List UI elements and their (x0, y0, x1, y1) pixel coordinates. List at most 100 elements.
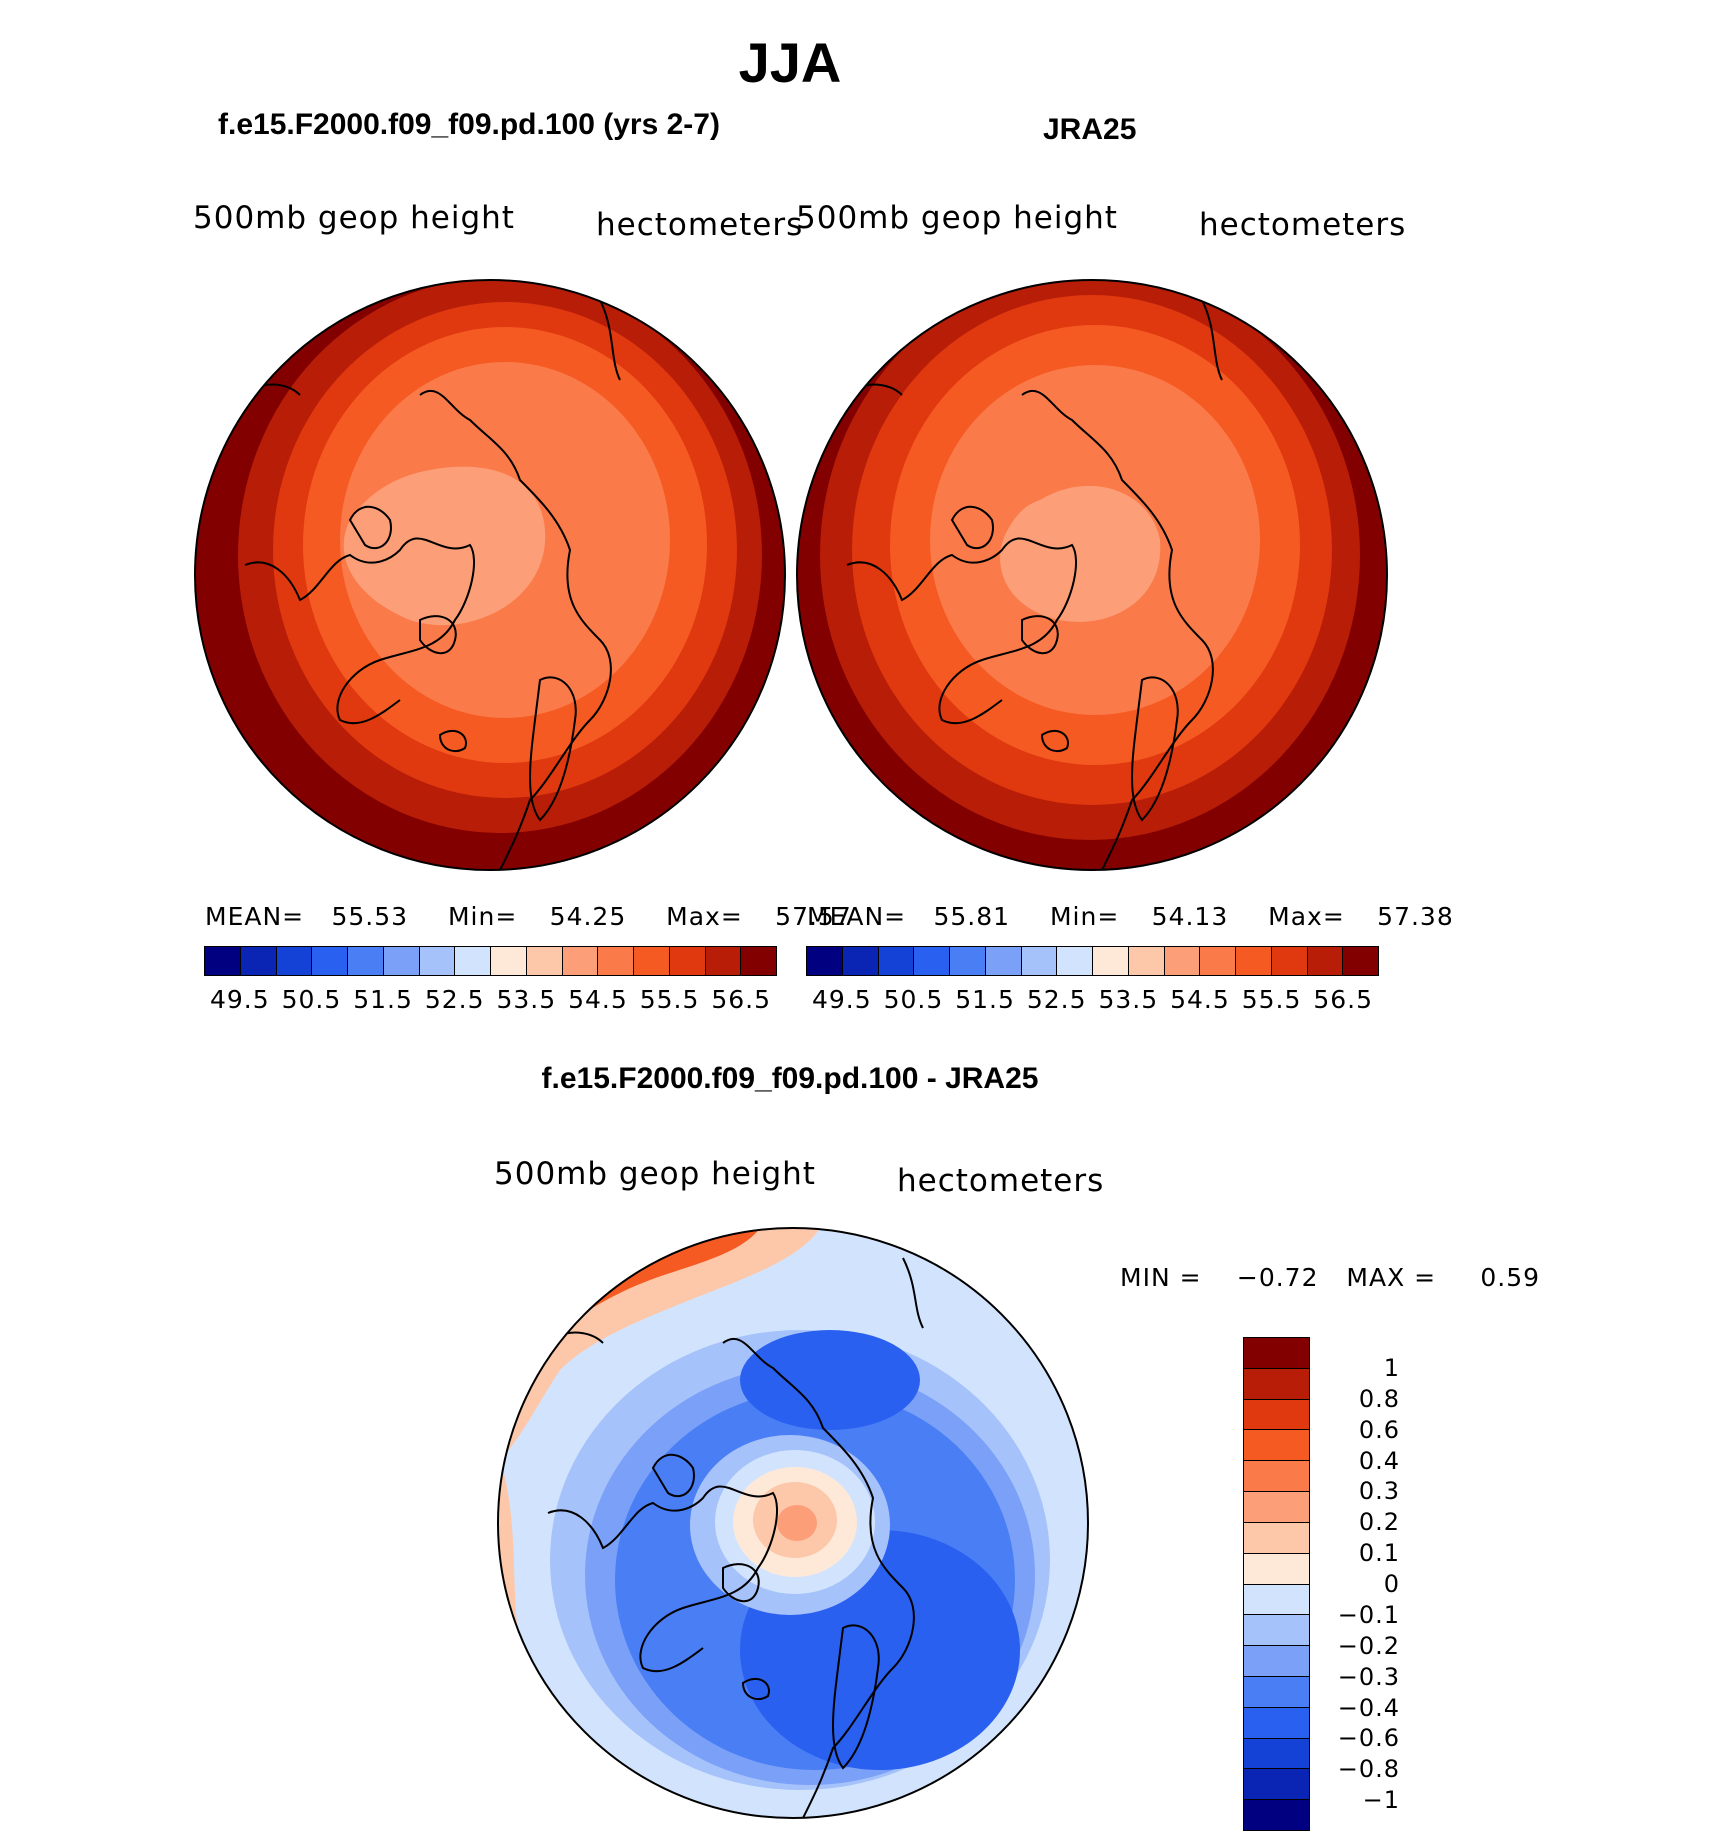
colorbar-swatch (1244, 1522, 1309, 1554)
panel-3-max-label: MAX = (1346, 1263, 1437, 1292)
colorbar-tick-label: 53.5 (1098, 985, 1159, 1014)
colorbar-swatch (1244, 1738, 1309, 1770)
colorbar-tick-label: 0.2 (1358, 1508, 1400, 1537)
colorbar-tick-label: 53.5 (496, 985, 557, 1014)
colorbar-tick-label: 51.5 (955, 985, 1015, 1014)
colorbar-swatch (526, 947, 563, 975)
colorbar-swatch (950, 947, 986, 975)
colorbar-tick-label: −0.3 (1337, 1662, 1400, 1691)
colorbar-swatch (1271, 947, 1308, 975)
colorbar-swatch (705, 947, 742, 975)
panel-2-title: JRA25 (1043, 113, 1137, 146)
colorbar-swatch (669, 947, 706, 975)
colorbar-tick-label: 1 (1383, 1353, 1400, 1382)
panel-2-variable-label: 500mb geop height (796, 200, 1118, 236)
panel-1-variable-label: 500mb geop height (193, 200, 515, 236)
colorbar-swatch (348, 947, 384, 975)
colorbar-swatch (1244, 1492, 1309, 1523)
colorbar-swatch (1244, 1707, 1309, 1739)
colorbar-panel-1 (204, 946, 777, 976)
colorbar-swatch (1244, 1368, 1309, 1400)
panel-2-max-value: 57.38 (1377, 902, 1454, 931)
panel-2-units-label: hectometers (1199, 207, 1407, 243)
panel-3-variable-label: 500mb geop height (494, 1156, 816, 1192)
colorbar-panel-1-labels: 49.5 50.5 51.5 52.5 53.5 54.5 55.5 56.5 (204, 985, 777, 1015)
colorbar-swatch (741, 947, 776, 975)
panel-3-title: f.e15.F2000.f09_f09.pd.100 - JRA25 (541, 1062, 1039, 1095)
colorbar-tick-label: 49.5 (811, 985, 872, 1014)
colorbar-swatch (1244, 1553, 1309, 1585)
colorbar-tick-label: 0.1 (1358, 1539, 1400, 1568)
colorbar-swatch (598, 947, 634, 975)
colorbar-swatch (1244, 1399, 1309, 1431)
colorbar-swatch (1244, 1800, 1309, 1830)
coastline-icon (244, 299, 621, 870)
colorbar-tick-label: −0.6 (1337, 1724, 1400, 1753)
colorbar-swatch (1244, 1584, 1309, 1616)
colorbar-swatch (1244, 1676, 1309, 1708)
colorbar-tick-label: 54.5 (568, 985, 628, 1014)
panel-2-mean-label: MEAN= (807, 902, 907, 931)
colorbar-tick-label: 0.6 (1358, 1415, 1400, 1444)
colorbar-swatch (1236, 947, 1272, 975)
colorbar-tick-label: 56.5 (1313, 985, 1374, 1014)
colorbar-swatch (419, 947, 456, 975)
panel-1-units-label: hectometers (596, 207, 804, 243)
colorbar-tick-label: 54.5 (1170, 985, 1230, 1014)
colorbar-swatch (1021, 947, 1058, 975)
colorbar-swatch (914, 947, 950, 975)
colorbar-swatch (842, 947, 879, 975)
colorbar-swatch (1307, 947, 1344, 975)
colorbar-tick-label: 0.3 (1358, 1477, 1400, 1506)
colorbar-tick-label: −0.4 (1337, 1693, 1400, 1722)
colorbar-swatch (1244, 1769, 1309, 1801)
panel-3-min-label: MIN = (1120, 1263, 1202, 1292)
colorbar-tick-label: 0.8 (1358, 1384, 1400, 1413)
colorbar-swatch (1244, 1615, 1309, 1647)
coastline-icon (846, 299, 1223, 870)
colorbar-tick-label: 52.5 (1026, 985, 1087, 1014)
colorbar-tick-label: 0 (1383, 1570, 1400, 1598)
colorbar-tick-label: 50.5 (281, 985, 342, 1014)
colorbar-tick-label: 56.5 (711, 985, 772, 1014)
colorbar-swatch (312, 947, 348, 975)
colorbar-swatch (276, 947, 313, 975)
panel-2-mean-value: 55.81 (933, 902, 1011, 931)
colorbar-swatch (1244, 1461, 1309, 1493)
colorbar-tick-label: 49.5 (209, 985, 270, 1014)
panel-1-title: f.e15.F2000.f09_f09.pd.100 (yrs 2-7) (218, 108, 720, 141)
panel-3-min-value: −0.72 (1236, 1263, 1319, 1292)
colorbar-swatch (1343, 947, 1378, 975)
panel-2-max-label: Max= (1268, 902, 1345, 931)
panel-1-min-label: Min= (447, 902, 518, 931)
panel-2-min-label: Min= (1049, 902, 1120, 931)
colorbar-swatch (1057, 947, 1093, 975)
colorbar-tick-label: −0.1 (1337, 1600, 1400, 1629)
colorbar-swatch (1164, 947, 1201, 975)
colorbar-swatch (1200, 947, 1236, 975)
colorbar-swatch (985, 947, 1022, 975)
panel-3-units-label: hectometers (897, 1163, 1105, 1199)
colorbar-tick-label: −1 (1362, 1786, 1400, 1815)
colorbar-tick-label: −0.2 (1337, 1631, 1400, 1660)
colorbar-panel-2-labels: 49.5 50.5 51.5 52.5 53.5 54.5 55.5 56.5 (806, 985, 1379, 1015)
colorbar-swatch (1244, 1338, 1309, 1369)
colorbar-panel-2 (806, 946, 1379, 976)
panel-1-max-value: 57.57 (775, 902, 852, 931)
colorbar-tick-label: 51.5 (353, 985, 413, 1014)
panel-1-mean-label: MEAN= (205, 902, 305, 931)
colorbar-swatch (1244, 1430, 1309, 1462)
colorbar-tick-label: 55.5 (1241, 985, 1302, 1014)
panel-1-mean-value: 55.53 (331, 902, 409, 931)
colorbar-tick-label: 0.4 (1358, 1446, 1400, 1475)
colorbar-swatch (878, 947, 915, 975)
colorbar-tick-label: 50.5 (883, 985, 944, 1014)
colorbar-swatch (1093, 947, 1129, 975)
colorbar-tick-label: −0.8 (1337, 1755, 1400, 1784)
colorbar-panel-3-labels: 1 0.8 0.6 0.4 0.3 0.2 0.1 0 −0.1 −0.2 −0.3 −0.4 −0.6… (1320, 1337, 1410, 1831)
colorbar-tick-label: 52.5 (424, 985, 485, 1014)
panel-2-min-value: 54.13 (1151, 902, 1229, 931)
colorbar-swatch (205, 947, 241, 975)
colorbar-swatch (634, 947, 670, 975)
colorbar-swatch (383, 947, 420, 975)
